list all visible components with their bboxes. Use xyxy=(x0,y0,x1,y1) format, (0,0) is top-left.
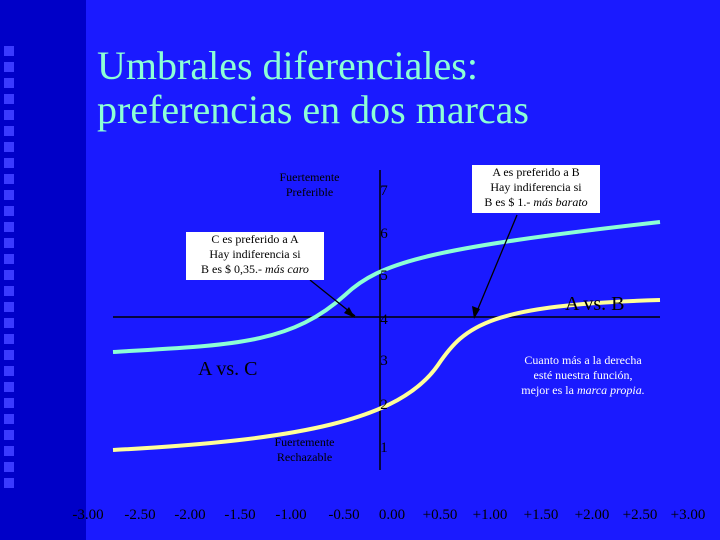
x-tick: -2.50 xyxy=(124,507,156,523)
x-tick: +2.00 xyxy=(574,507,610,523)
y-tick-4: 4 xyxy=(380,312,388,328)
x-tick: +0.50 xyxy=(422,507,458,523)
x-tick: +1.00 xyxy=(472,507,508,523)
note-right-shift: Cuanto más a la derecha esté nuestra fun… xyxy=(521,353,645,397)
label-strong-rejectable: Fuertemente Rechazable xyxy=(274,435,335,464)
arrowhead-right xyxy=(472,306,480,319)
x-tick: -3.00 xyxy=(72,507,104,523)
y-tick-3: 3 xyxy=(380,353,388,369)
slide-title: Umbrales diferenciales: preferencias en … xyxy=(97,44,697,132)
x-tick: -1.50 xyxy=(224,507,256,523)
x-tick: +2.50 xyxy=(622,507,658,523)
curve-a-vs-c xyxy=(112,220,661,354)
x-tick: +1.50 xyxy=(523,507,559,523)
square-pattern xyxy=(4,46,16,494)
callout-a-vs-b: A es preferido a B Hay indiferencia si B… xyxy=(472,165,600,213)
pointer-arrow-right xyxy=(474,214,518,317)
y-tick-7: 7 xyxy=(380,183,388,199)
y-tick-6: 6 xyxy=(380,226,388,242)
title-line-2: preferencias en dos marcas xyxy=(97,87,529,132)
label-strong-preferable: Fuertemente Preferible xyxy=(279,170,340,199)
x-tick: +3.00 xyxy=(670,507,706,523)
callout-c-vs-a: C es preferido a A Hay indiferencia si B… xyxy=(186,232,324,280)
title-line-1: Umbrales diferenciales: xyxy=(97,43,478,88)
curve-a-vs-b xyxy=(112,298,661,452)
y-tick-5: 5 xyxy=(380,268,388,284)
y-tick-1: 1 xyxy=(380,440,388,456)
label-a-vs-b: A vs. B xyxy=(565,293,625,315)
x-tick: -2.00 xyxy=(174,507,206,523)
x-tick: -1.00 xyxy=(275,507,307,523)
label-a-vs-c: A vs. C xyxy=(198,358,258,380)
x-tick: 0.00 xyxy=(378,507,406,523)
left-decor-band xyxy=(0,0,86,540)
y-tick-2: 2 xyxy=(380,397,388,413)
x-tick: -0.50 xyxy=(328,507,360,523)
arrowhead-left xyxy=(344,307,355,318)
